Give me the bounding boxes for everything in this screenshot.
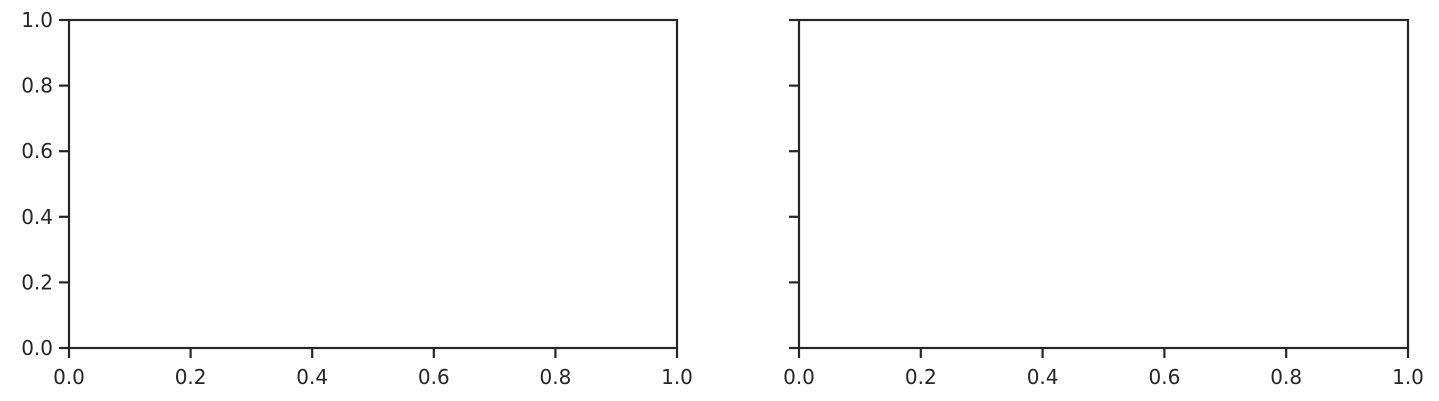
left-y-tick-label: 0.4 <box>21 205 53 229</box>
left-plot-frame <box>67 18 679 350</box>
right-x-tick-label: 0.2 <box>905 365 937 389</box>
right-x-tick-label: 1.0 <box>1392 365 1424 389</box>
right-x-tick-label: 0.6 <box>1148 365 1180 389</box>
right-x-tick-label: 0.0 <box>783 365 815 389</box>
right-x-tick-label: 0.8 <box>1270 365 1302 389</box>
left-y-tick-label: 0.8 <box>21 74 53 98</box>
left-y-tick-label: 1.0 <box>21 8 53 32</box>
left-y-tick-label: 0.2 <box>21 270 53 294</box>
right-x-tick-label: 0.4 <box>1027 365 1059 389</box>
left-x-tick-label: 0.8 <box>539 365 571 389</box>
left-x-tick-label: 0.0 <box>53 365 85 389</box>
left-y-tick-label: 0.0 <box>21 336 53 360</box>
right-subplot: 0.0 0.2 0.4 0.6 0.8 1.0 <box>783 18 1424 389</box>
left-x-tick-label: 1.0 <box>661 365 693 389</box>
left-y-tick-label: 0.6 <box>21 139 53 163</box>
left-subplot: 0.0 0.2 0.4 0.6 0.8 1.0 0.0 0.2 0.4 0.6 0.8 1.0 <box>21 8 693 389</box>
right-plot-frame <box>797 18 1410 350</box>
left-x-tick-label: 0.6 <box>418 365 450 389</box>
left-x-tick-label: 0.2 <box>175 365 207 389</box>
left-x-tick-label: 0.4 <box>296 365 328 389</box>
